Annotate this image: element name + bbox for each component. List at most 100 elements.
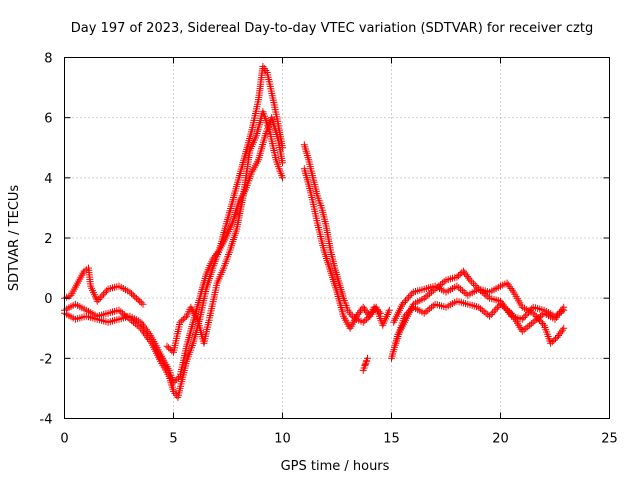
- data-point: [456, 270, 464, 278]
- data-point: [354, 310, 362, 318]
- data-point: [279, 159, 286, 167]
- data-point: [213, 250, 221, 258]
- data-point: [95, 296, 103, 303]
- data-point: [521, 312, 529, 320]
- data-point: [560, 306, 568, 314]
- data-point: [552, 335, 559, 343]
- data-point: [181, 314, 189, 322]
- data-point: [209, 255, 217, 263]
- y-tick-label: -4: [40, 413, 53, 428]
- data-point: [458, 287, 466, 295]
- data-point: [279, 174, 286, 182]
- data-point: [466, 276, 474, 284]
- data-point: [424, 306, 432, 314]
- data-point: [361, 305, 368, 313]
- data-point: [98, 292, 106, 300]
- data-point: [370, 303, 378, 311]
- data-point: [486, 312, 494, 320]
- data-point: [550, 336, 558, 344]
- data-point: [166, 345, 174, 353]
- data-point: [438, 279, 446, 287]
- data-point: [128, 290, 135, 298]
- data-point: [422, 293, 430, 301]
- data-point: [557, 328, 565, 336]
- data-point: [459, 267, 467, 275]
- data-point: [504, 281, 512, 289]
- data-point: [372, 305, 380, 313]
- data-point: [520, 314, 528, 321]
- grid-lines: [64, 57, 610, 419]
- data-point: [420, 309, 428, 317]
- y-tick-label: 8: [44, 52, 52, 67]
- data-point: [99, 290, 107, 298]
- data-point: [129, 291, 137, 299]
- y-tick-label: 2: [44, 232, 52, 247]
- data-point: [428, 288, 435, 296]
- data-point: [555, 332, 562, 339]
- data-point: [93, 297, 101, 305]
- data-point: [460, 288, 468, 296]
- chart-title: Day 197 of 2023, Sidereal Day-to-day VTE…: [71, 21, 593, 36]
- data-point: [361, 317, 369, 325]
- data-point: [461, 269, 469, 277]
- x-tick-label: 20: [492, 432, 509, 447]
- data-point: [506, 283, 514, 291]
- y-tick-label: 4: [44, 172, 52, 187]
- data-point: [385, 306, 393, 314]
- data-point: [482, 309, 490, 317]
- data-point: [353, 312, 361, 320]
- data-point: [428, 303, 435, 311]
- data-point: [359, 303, 367, 311]
- data-point: [126, 288, 134, 296]
- y-tick-label: -2: [40, 352, 53, 367]
- data-point: [478, 306, 486, 314]
- data-point: [375, 308, 383, 316]
- data-point: [560, 324, 568, 332]
- data-point: [115, 306, 123, 314]
- data-point: [453, 282, 461, 290]
- data-point: [547, 339, 555, 347]
- data-point: [404, 309, 412, 317]
- data-point: [493, 304, 501, 312]
- data-point: [539, 320, 546, 327]
- data-point: [362, 357, 370, 365]
- data-point: [548, 338, 556, 346]
- x-tick-label: 0: [60, 432, 68, 447]
- data-point: [214, 248, 222, 256]
- x-tick-label: 25: [601, 432, 618, 447]
- data-point: [526, 321, 534, 329]
- data-point: [363, 309, 371, 317]
- data-point: [475, 303, 483, 311]
- data-point: [400, 299, 408, 306]
- data-point: [492, 305, 500, 313]
- data-point: [478, 288, 486, 296]
- y-tick-label: 0: [44, 292, 52, 307]
- data-point: [524, 323, 532, 331]
- data-point: [463, 273, 471, 280]
- data-point: [137, 299, 145, 307]
- x-tick-label: 5: [169, 432, 177, 447]
- data-point: [117, 308, 125, 316]
- data-point: [527, 320, 535, 328]
- data-point: [373, 306, 381, 314]
- data-point: [403, 295, 411, 303]
- data-point: [103, 287, 110, 295]
- data-point: [525, 308, 532, 316]
- data-point: [139, 300, 147, 308]
- data-point: [398, 300, 406, 308]
- data-point: [465, 274, 473, 282]
- data-point: [471, 282, 479, 289]
- data-point: [553, 333, 561, 341]
- data-point: [406, 307, 414, 315]
- data-point: [401, 312, 409, 320]
- data-point: [477, 305, 484, 313]
- data-point: [402, 310, 410, 318]
- data-point: [406, 292, 414, 300]
- data-point: [531, 317, 539, 325]
- data-point: [133, 321, 141, 329]
- data-point: [422, 308, 430, 316]
- data-point: [490, 307, 498, 315]
- data-point: [477, 287, 484, 295]
- data-point: [470, 280, 477, 288]
- data-point: [462, 271, 470, 279]
